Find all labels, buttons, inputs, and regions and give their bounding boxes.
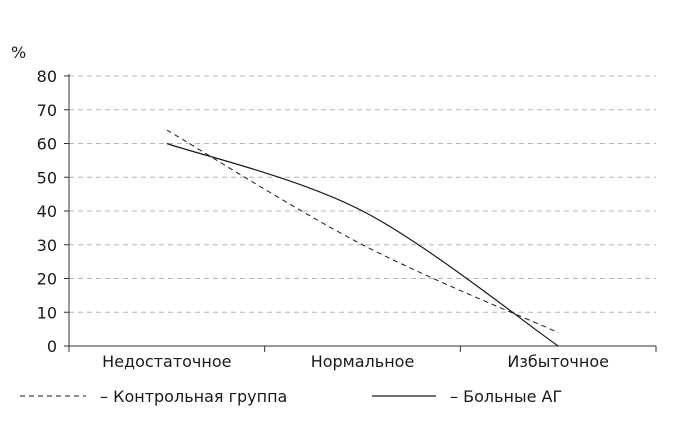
legend-label-ag-patients: – Больные АГ bbox=[450, 387, 562, 406]
category-label: Недостаточное bbox=[102, 352, 231, 371]
category-label: Избыточное bbox=[507, 352, 609, 371]
series-line-ag-patients bbox=[166, 142, 559, 347]
y-tick-label: 50 bbox=[37, 168, 57, 187]
grid-lines bbox=[69, 75, 656, 313]
y-tick-label: 0 bbox=[47, 337, 57, 356]
y-tick-label: 70 bbox=[37, 101, 57, 120]
y-tick-labels: 0 10 20 30 40 50 60 70 80 bbox=[37, 67, 69, 356]
category-labels: Недостаточное Нормальное Избыточное bbox=[102, 352, 609, 371]
series-lines bbox=[166, 129, 559, 347]
y-tick-label: 20 bbox=[37, 270, 57, 289]
series-line-control-group bbox=[166, 129, 559, 333]
y-tick-label: 80 bbox=[37, 67, 57, 86]
axes bbox=[68, 74, 656, 347]
legend-label-control-group: – Контрольная группа bbox=[100, 387, 287, 406]
y-tick-label: 60 bbox=[37, 135, 57, 154]
y-axis-unit-label: % bbox=[11, 43, 26, 62]
category-label: Нормальное bbox=[311, 352, 415, 371]
x-ticks bbox=[68, 346, 657, 352]
y-tick-label: 10 bbox=[37, 303, 57, 322]
y-tick-label: 30 bbox=[37, 236, 57, 255]
y-tick-label: 40 bbox=[37, 202, 57, 221]
legend: – Контрольная группа – Больные АГ bbox=[20, 387, 562, 406]
